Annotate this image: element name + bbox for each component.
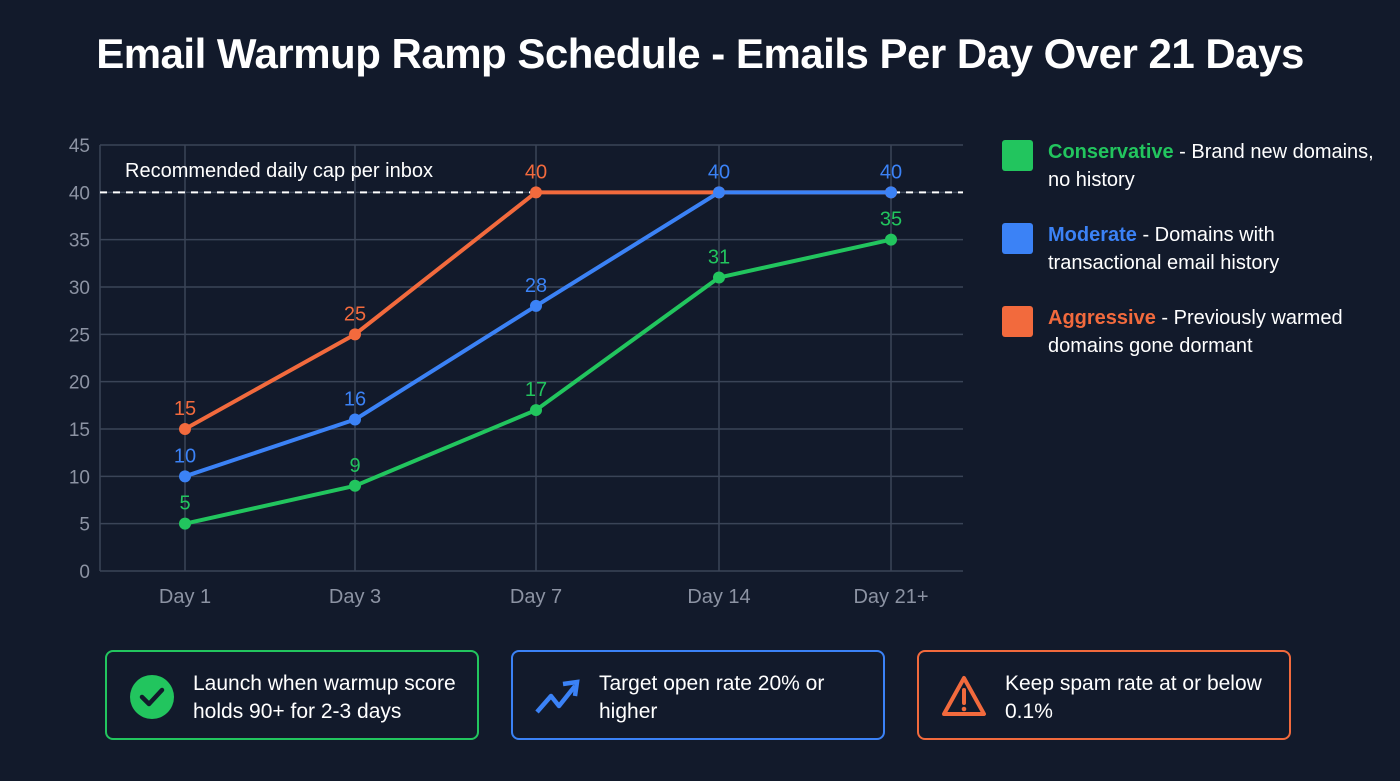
- warning-triangle-icon: [942, 676, 986, 716]
- legend-item-aggressive: Aggressive - Previously warmed domains g…: [1002, 304, 1382, 360]
- y-tick-label: 15: [69, 420, 90, 441]
- check-circle-icon: [130, 675, 174, 719]
- y-tick-label: 5: [79, 515, 90, 536]
- data-point-conservative: [530, 404, 542, 417]
- y-tick-label: 25: [69, 325, 90, 346]
- data-point-conservative: [179, 517, 191, 530]
- x-tick-label: Day 1: [159, 586, 211, 608]
- y-tick-label: 40: [69, 183, 90, 204]
- legend-desc: - Previously warmed domains gone dormant: [1048, 307, 1343, 357]
- data-point-conservative: [713, 271, 725, 284]
- legend-desc: - Brand new domains, no history: [1048, 141, 1374, 191]
- legend-swatch-aggressive: [1002, 306, 1033, 337]
- legend-item-moderate: Moderate - Domains with transactional em…: [1002, 221, 1382, 277]
- trending-up-icon: [535, 679, 580, 714]
- legend-name: Conservative: [1048, 141, 1174, 163]
- data-label-aggressive: 15: [174, 398, 196, 420]
- data-point-aggressive: [349, 328, 361, 341]
- reference-line-label: Recommended daily cap per inbox: [125, 160, 433, 182]
- data-label-conservative: 5: [179, 493, 190, 515]
- data-point-conservative: [885, 233, 897, 246]
- data-label-conservative: 31: [708, 247, 730, 269]
- legend-item-conservative: Conservative - Brand new domains, no his…: [1002, 138, 1382, 194]
- data-label-conservative: 17: [525, 379, 547, 401]
- data-label-conservative: 9: [349, 455, 360, 477]
- legend-swatch-moderate: [1002, 223, 1033, 254]
- y-tick-label: 45: [69, 136, 90, 157]
- y-tick-label: 10: [69, 467, 90, 488]
- callout-spam-rate: Keep spam rate at or below 0.1%: [917, 650, 1291, 740]
- data-label-moderate: 40: [880, 161, 902, 183]
- data-label-aggressive: 25: [344, 303, 366, 325]
- data-point-moderate: [349, 413, 361, 426]
- y-tick-label: 0: [79, 562, 90, 583]
- chart-title: Email Warmup Ramp Schedule - Emails Per …: [96, 30, 1304, 77]
- data-point-aggressive: [179, 423, 191, 435]
- data-point-conservative: [349, 479, 361, 492]
- legend-swatch-conservative: [1002, 140, 1033, 171]
- x-tick-label: Day 7: [510, 586, 562, 608]
- legend: Conservative - Brand new domains, no his…: [1002, 138, 1382, 387]
- y-tick-label: 30: [69, 278, 90, 299]
- data-label-moderate: 10: [174, 445, 196, 467]
- data-label-moderate: 16: [344, 389, 366, 411]
- x-tick-label: Day 21+: [853, 586, 928, 608]
- callout-text: Target open rate 20% or higher: [599, 672, 825, 723]
- data-point-moderate: [179, 470, 191, 483]
- callout-text: Keep spam rate at or below 0.1%: [1005, 672, 1262, 723]
- data-point-moderate: [713, 186, 725, 199]
- data-point-aggressive: [530, 186, 542, 199]
- x-tick-label: Day 14: [687, 586, 750, 608]
- x-tick-label: Day 3: [329, 586, 381, 608]
- legend-name: Aggressive: [1048, 307, 1156, 329]
- callout-text: Launch when warmup score holds 90+ for 2…: [193, 672, 456, 723]
- data-label-aggressive: 40: [525, 161, 547, 183]
- data-label-moderate: 40: [708, 161, 730, 183]
- callout-launch: Launch when warmup score holds 90+ for 2…: [105, 650, 479, 740]
- data-point-moderate: [530, 299, 542, 312]
- legend-desc: - Domains with transactional email histo…: [1048, 224, 1280, 274]
- y-tick-label: 20: [69, 373, 90, 394]
- y-tick-label: 35: [69, 231, 90, 252]
- legend-name: Moderate: [1048, 224, 1137, 246]
- callout-open-rate: Target open rate 20% or higher: [511, 650, 885, 740]
- line-chart: 0 5 10 15 20 25 30 35 40 45 Day 1 Day 3 Day 7 Day 14 D…: [69, 136, 963, 608]
- data-point-moderate: [885, 186, 897, 199]
- data-label-conservative: 35: [880, 209, 902, 231]
- data-label-moderate: 28: [525, 275, 547, 297]
